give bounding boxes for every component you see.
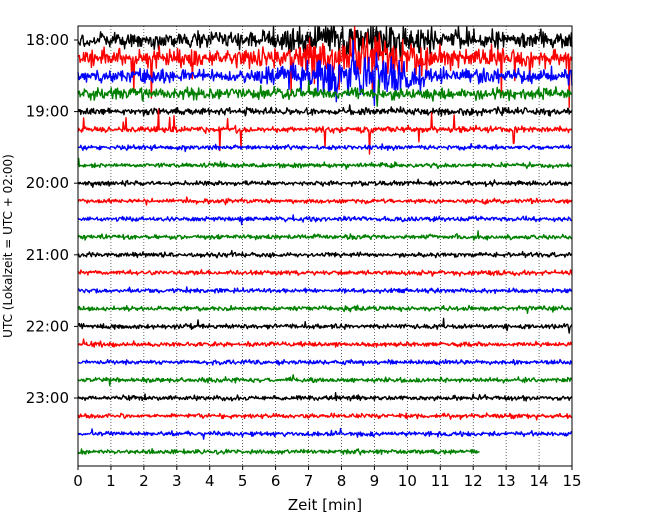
trace-row: [77, 412, 573, 421]
x-tick-label: 5: [238, 472, 248, 490]
trace-row: [77, 178, 573, 188]
x-tick-label: 13: [497, 472, 516, 490]
trace-row: [77, 26, 573, 62]
plot-frame: [77, 25, 573, 467]
trace-row: [77, 374, 573, 387]
x-tick-label: 9: [370, 472, 380, 490]
trace-row: [77, 230, 573, 241]
trace-row: [77, 358, 573, 366]
trace-row: [77, 40, 573, 107]
trace-row: [77, 317, 573, 334]
x-tick-label: 14: [530, 472, 549, 490]
trace-row: [77, 249, 573, 259]
y-tick-label: 23:00: [26, 389, 69, 407]
y-axis-label: UTC (Lokalzeit = UTC + 02:00): [1, 154, 15, 338]
x-tick-label: 3: [172, 472, 182, 490]
trace-row: [77, 157, 573, 170]
trace-row: [77, 304, 573, 314]
x-tick-label: 4: [205, 472, 215, 490]
y-axis-ticks: 18:00 19:00 20:00 21:00 22:00 23:00: [26, 31, 78, 407]
trace-row: [77, 392, 573, 402]
x-tick-label: 0: [73, 472, 83, 490]
trace-row: [77, 214, 573, 226]
x-tick-label: 8: [337, 472, 347, 490]
x-tick-label: 6: [271, 472, 281, 490]
y-tick-label: 22:00: [26, 317, 69, 335]
y-tick-label: 18:00: [26, 31, 69, 49]
x-tick-label: 10: [398, 472, 417, 490]
trace-row: [77, 104, 573, 117]
trace-row: [77, 427, 573, 440]
x-axis-label: Zeit [min]: [288, 496, 362, 514]
trace-row: [77, 286, 573, 295]
y-tick-label: 19:00: [26, 103, 69, 121]
y-tick-label: 21:00: [26, 246, 69, 264]
grid-lines: [110, 26, 540, 466]
x-tick-label: 12: [464, 472, 483, 490]
x-tick-label: 15: [562, 472, 581, 490]
trace-row: [77, 196, 573, 206]
x-axis-ticks: 0 1 2 3 4 5 6 7 8 9 10 11 12 13 14 15: [73, 466, 582, 490]
trace-row: [77, 26, 573, 109]
trace-row: [77, 448, 480, 456]
x-tick-label: 2: [139, 472, 149, 490]
trace-row: [77, 338, 573, 348]
y-tick-label: 20:00: [26, 174, 69, 192]
x-tick-label: 11: [431, 472, 450, 490]
trace-row: [77, 143, 573, 153]
trace-row: [77, 79, 573, 107]
trace-row: [77, 269, 573, 277]
seismic-traces: [77, 26, 573, 456]
x-tick-label: 7: [304, 472, 314, 490]
x-tick-label: 1: [106, 472, 116, 490]
